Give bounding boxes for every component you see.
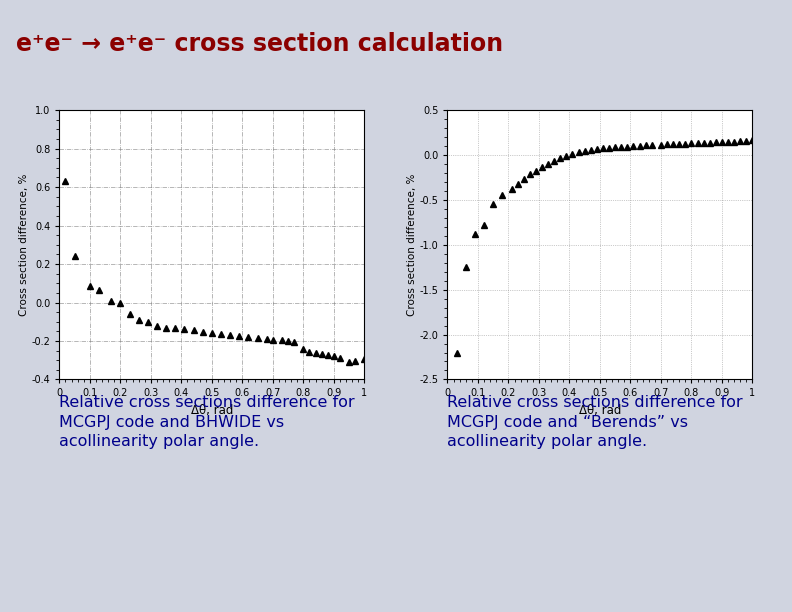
X-axis label: Δθ, rad: Δθ, rad xyxy=(191,404,233,417)
Text: Relative cross sections difference for
MCGPJ code and BHWIDE vs
acollinearity po: Relative cross sections difference for M… xyxy=(59,395,355,449)
Text: Relative cross sections difference for
MCGPJ code and “Berends” vs
acollinearity: Relative cross sections difference for M… xyxy=(447,395,743,449)
Y-axis label: Cross section difference, %: Cross section difference, % xyxy=(19,174,29,316)
X-axis label: Δθ, rad: Δθ, rad xyxy=(579,404,621,417)
Text: e⁺e⁻ → e⁺e⁻ cross section calculation: e⁺e⁻ → e⁺e⁻ cross section calculation xyxy=(16,32,503,56)
Y-axis label: Cross section difference, %: Cross section difference, % xyxy=(406,174,417,316)
